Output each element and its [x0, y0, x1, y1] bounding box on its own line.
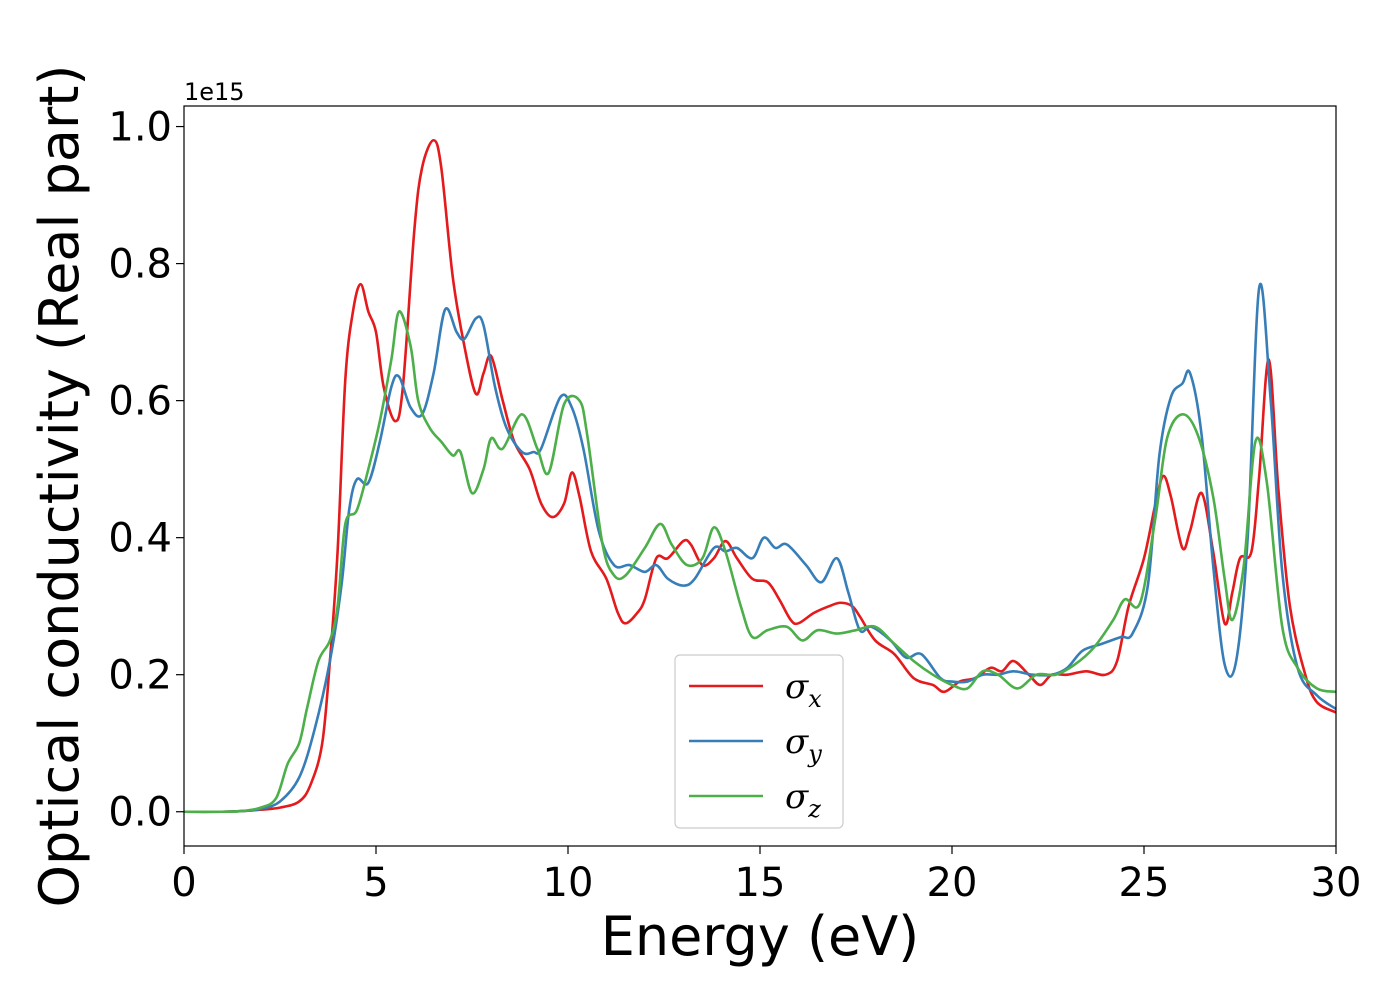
legend: σx σy σz	[674, 654, 844, 829]
series-layer	[184, 138, 1336, 814]
y-tick-label: 1.0	[108, 105, 172, 151]
y-tick-label: 0.6	[108, 379, 172, 425]
legend-label-sigma-y: σy	[785, 722, 822, 768]
x-axis-title: Energy (eV)	[601, 905, 920, 968]
y-tick-label: 0.4	[108, 516, 172, 562]
x-tick-label: 20	[927, 860, 978, 906]
y-tick-label: 0.8	[108, 242, 172, 288]
y-tick-label: 0.0	[108, 790, 172, 836]
x-tick-label: 30	[1311, 860, 1362, 906]
legend-label-sigma-x: σx	[785, 667, 822, 713]
y-axis-title: Optical conductivity (Real part)	[28, 65, 91, 908]
series-line-sigma-z	[184, 310, 1336, 814]
y-axis-offset-label: 1e15	[184, 78, 245, 106]
x-axis-ticks: 0 5 10 15 20 25 30	[171, 846, 1361, 906]
y-tick-label: 0.2	[108, 653, 172, 699]
x-tick-label: 10	[543, 860, 594, 906]
x-tick-label: 25	[1119, 860, 1170, 906]
x-tick-label: 15	[735, 860, 786, 906]
legend-label-sigma-z: σz	[785, 777, 821, 823]
y-axis-ticks: 0.0 0.2 0.4 0.6 0.8 1.0	[108, 105, 184, 836]
series-line-sigma-y	[184, 282, 1336, 814]
x-tick-label: 0	[171, 860, 196, 906]
x-tick-label: 5	[363, 860, 388, 906]
